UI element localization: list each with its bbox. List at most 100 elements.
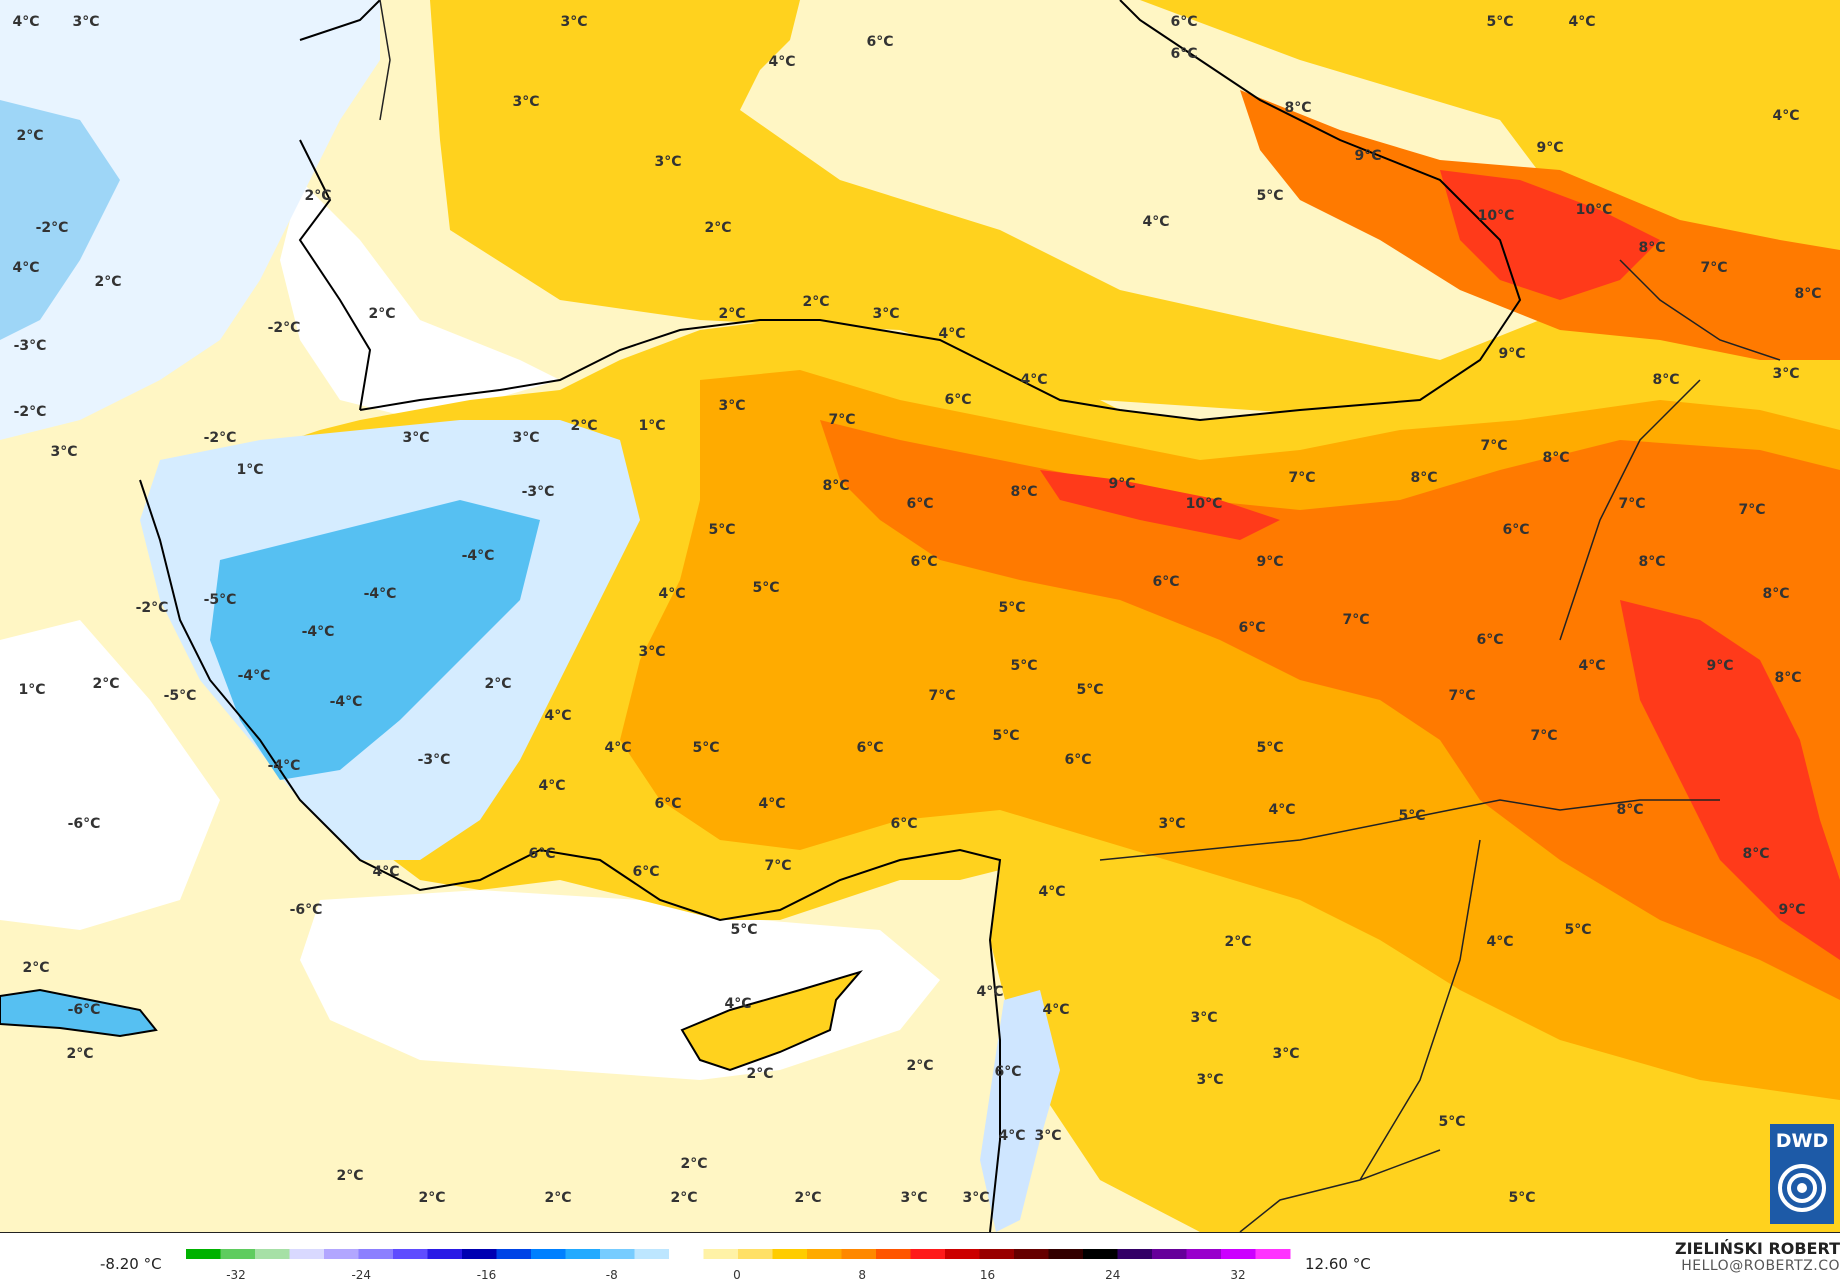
author-email: HELLO@ROBERTZ.CO [1681,1258,1840,1274]
temperature-label: 2°C [704,220,731,236]
scale-swatch [1117,1249,1153,1259]
temperature-label: -4°C [238,668,271,684]
temperature-label: 3°C [638,644,665,660]
temperature-label: 6°C [1502,522,1529,538]
temperature-label: 5°C [1486,14,1513,30]
temperature-label: 3°C [560,14,587,30]
temperature-label: 1°C [18,682,45,698]
scale-swatch [1014,1249,1049,1259]
temperature-label: 4°C [1020,372,1047,388]
temperature-label: -4°C [330,694,363,710]
temperature-label: 7°C [1288,470,1315,486]
scale-min-label: -8.20 °C [100,1255,162,1273]
temperature-label: -6°C [68,1002,101,1018]
balkans-cold [0,0,380,440]
temperature-label: 9°C [1536,140,1563,156]
temperature-label: 1°C [638,418,665,434]
scale-tick-label: 16 [980,1268,995,1282]
temperature-label: 5°C [1256,740,1283,756]
temperature-label: -3°C [14,338,47,354]
temperature-label: 4°C [976,984,1003,1000]
temperature-label: 3°C [900,1190,927,1206]
temperature-label: -5°C [204,592,237,608]
temperature-label: 4°C [1486,934,1513,950]
temperature-label: 6°C [856,740,883,756]
temperature-label: 3°C [1772,366,1799,382]
western-anatolia-cold-core [210,500,540,780]
temperature-label: 5°C [992,728,1019,744]
temperature-label: 2°C [336,1168,363,1184]
temperature-label: 10°C [1576,202,1613,218]
temperature-label: 7°C [1530,728,1557,744]
temperature-label: -3°C [522,484,555,500]
temperature-label: 2°C [16,128,43,144]
temperature-label: 6°C [906,496,933,512]
temperature-label: 3°C [512,430,539,446]
temperature-label: 3°C [654,154,681,170]
scale-tick-label: -8 [606,1268,618,1282]
temperature-label: 2°C [484,676,511,692]
temperature-label: 5°C [1398,808,1425,824]
scale-swatch [738,1249,773,1259]
temperature-label: 4°C [1568,14,1595,30]
temperature-label: -2°C [36,220,69,236]
temperature-label: 5°C [1438,1114,1465,1130]
dwd-logo-swirl-icon [1778,1164,1826,1212]
scale-tick-label: 32 [1230,1268,1245,1282]
scale-tick-label: -16 [477,1268,497,1282]
temperature-label: -4°C [462,548,495,564]
scale-tick-label: -24 [351,1268,371,1282]
temperature-label: 7°C [828,412,855,428]
temperature-labels: 4°C 3°C 3°C 3°C 3°C 2°C 2°C 2°C 2°C -2°C 4°C 2°C -2°… [12,14,1821,1206]
temperature-label: 3°C [962,1190,989,1206]
scale-swatch [876,1249,911,1259]
scale-swatches [186,1249,1291,1259]
temperature-label: 5°C [752,580,779,596]
mediterranean-coastline [139,479,1002,1232]
temperature-label: 2°C [94,274,121,290]
author-block: ZIELIŃSKI ROBERT HELLO@ROBERTZ.CO [1675,1239,1840,1274]
scale-swatch [1186,1249,1222,1259]
scale-swatch [841,1249,877,1259]
temperature-label: 4°C [768,54,795,70]
scale-swatch [531,1249,566,1259]
footer-bar: -8.20 °C -32 -24 -16 -8 0 8 16 24 32 12.60 °C ZI… [0,1232,1840,1288]
temperature-label: 6°C [1476,632,1503,648]
temperature-label: 2°C [418,1190,445,1206]
temperature-label: 7°C [1448,688,1475,704]
eastern-red-zone [1620,600,1840,960]
temperature-label: 3°C [718,398,745,414]
scale-swatch [910,1249,946,1259]
temperature-label: 7°C [1618,496,1645,512]
dwd-logo: DWD [1770,1124,1834,1224]
temperature-label: 2°C [746,1066,773,1082]
temperature-label: 3°C [50,444,77,460]
temperature-label: 6°C [866,34,893,50]
scale-swatch [289,1249,325,1259]
temperature-label: 6°C [1170,46,1197,62]
scale-swatch [1221,1249,1256,1259]
temperature-label: 5°C [1076,682,1103,698]
scale-swatch [186,1249,221,1259]
temperature-label: 2°C [906,1058,933,1074]
scale-swatch [324,1249,359,1259]
scale-swatch [565,1249,601,1259]
scale-swatch [496,1249,532,1259]
temperature-label: 10°C [1186,496,1223,512]
scale-swatch [634,1249,670,1259]
temperature-label: 2°C [304,188,331,204]
temperature-label: 4°C [938,326,965,342]
temperature-label: 4°C [544,708,571,724]
temperature-label: 6°C [1064,752,1091,768]
temperature-label: 6°C [1170,14,1197,30]
scale-swatch [807,1249,842,1259]
caucasus-red-core [1440,170,1660,300]
temperature-label: 3°C [872,306,899,322]
temperature-label: 3°C [1196,1072,1223,1088]
scale-tick-label: 8 [858,1268,866,1282]
temperature-label: 5°C [692,740,719,756]
temperature-label: 3°C [402,430,429,446]
temperature-label: -2°C [268,320,301,336]
crete-island [0,988,158,1038]
temperature-label: 6°C [632,864,659,880]
